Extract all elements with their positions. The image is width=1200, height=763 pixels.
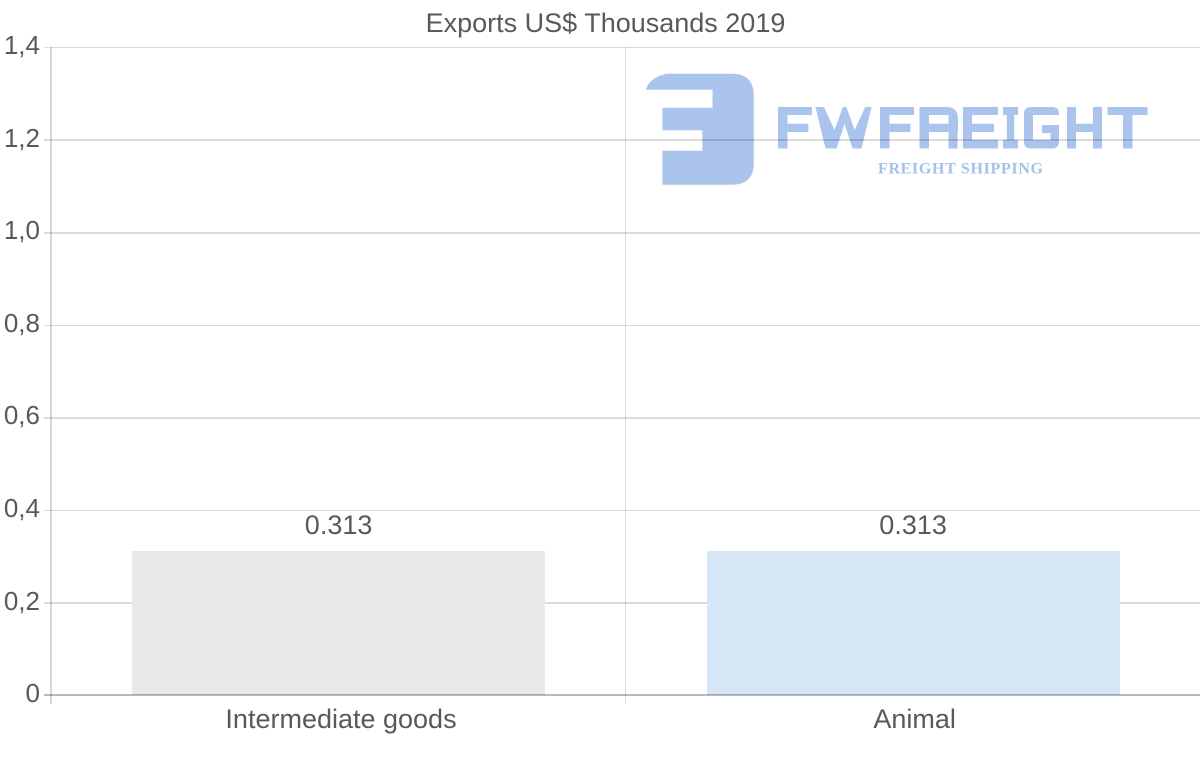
svg-text:FREIGHT SHIPPING: FREIGHT SHIPPING <box>878 161 1044 178</box>
